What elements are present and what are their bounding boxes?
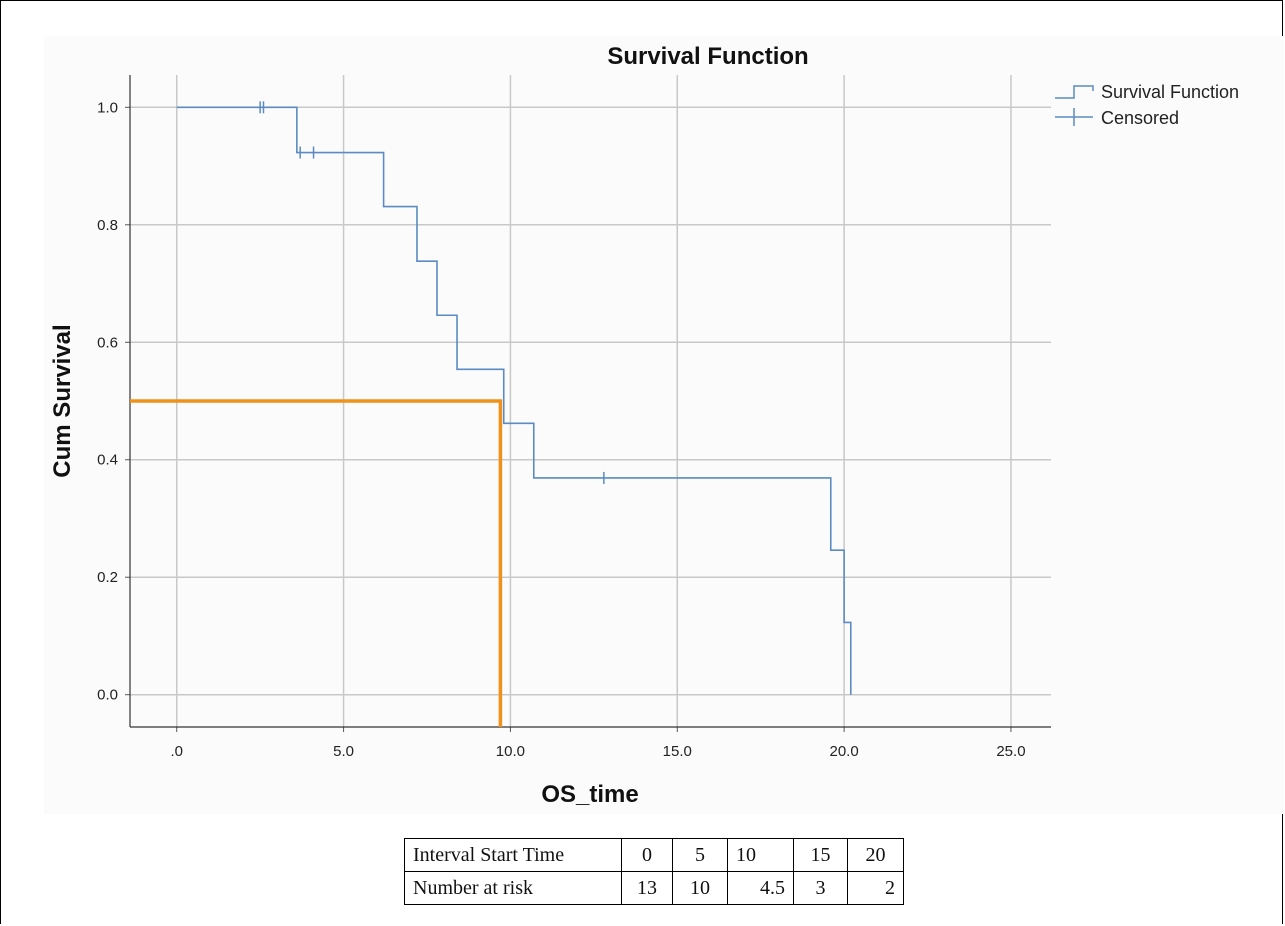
- legend-label-censored: Censored: [1101, 108, 1179, 128]
- annotation-layer: [130, 399, 503, 727]
- chart-title: Survival Function: [607, 43, 808, 70]
- risk-table-cell: 3: [793, 871, 848, 905]
- plot-background: [44, 36, 1284, 814]
- x-tick-label: 5.0: [333, 743, 354, 760]
- risk-table-cell: 13: [621, 871, 673, 905]
- risk-table-row-label: Number at risk: [404, 871, 622, 905]
- risk-table-header-cell: 5: [672, 838, 728, 872]
- y-tick-labels: 0.0 0.2 0.4 0.6 0.8 1.0: [97, 99, 118, 703]
- y-tick-label: 1.0: [97, 99, 118, 116]
- x-tick-label: .0: [170, 743, 183, 760]
- y-axis-label: Cum Survival: [49, 324, 76, 477]
- risk-table-cell: 2: [847, 871, 904, 905]
- risk-table-cell: 10: [672, 871, 728, 905]
- x-tick-labels: .0 5.0 10.0 15.0 20.0 25.0: [170, 743, 1025, 760]
- risk-table: Interval Start Time 0 5 10 15 20 Number …: [404, 838, 904, 905]
- risk-table-header-cell: 15: [793, 838, 848, 872]
- y-tick-label: 0.4: [97, 452, 118, 469]
- x-tick-label: 10.0: [496, 743, 525, 760]
- legend-step-swatch: [1055, 85, 1094, 99]
- x-tick-label: 25.0: [996, 743, 1025, 760]
- median-guide-line: [130, 399, 503, 727]
- risk-table-header-cell: 10: [727, 838, 794, 872]
- survival-chart: Survival Function .0 5.0 10.0 15.0 20.0 25.0 …: [49, 43, 1239, 808]
- risk-table-header-cell: 20: [847, 838, 904, 872]
- risk-table-header-label: Interval Start Time: [404, 838, 622, 872]
- axes: [125, 75, 1051, 732]
- y-tick-label: 0.0: [97, 687, 118, 704]
- x-axis-label: OS_time: [541, 781, 638, 808]
- y-tick-label: 0.2: [97, 569, 118, 586]
- risk-table-header-row: Interval Start Time 0 5 10 15 20: [404, 838, 904, 872]
- risk-table-header-cell: 0: [621, 838, 673, 872]
- legend: Survival Function Censored: [1055, 82, 1239, 128]
- y-tick-label: 0.6: [97, 334, 118, 351]
- series-layer: [176, 101, 852, 695]
- survival-function-line: [176, 106, 852, 695]
- x-tick-label: 15.0: [663, 743, 692, 760]
- risk-table-risk-row: Number at risk 13 10 4.5 3 2: [404, 871, 904, 905]
- x-tick-label: 20.0: [830, 743, 859, 760]
- y-tick-label: 0.8: [97, 217, 118, 234]
- risk-table-cell: 4.5: [727, 871, 794, 905]
- legend-label-survival: Survival Function: [1101, 82, 1239, 102]
